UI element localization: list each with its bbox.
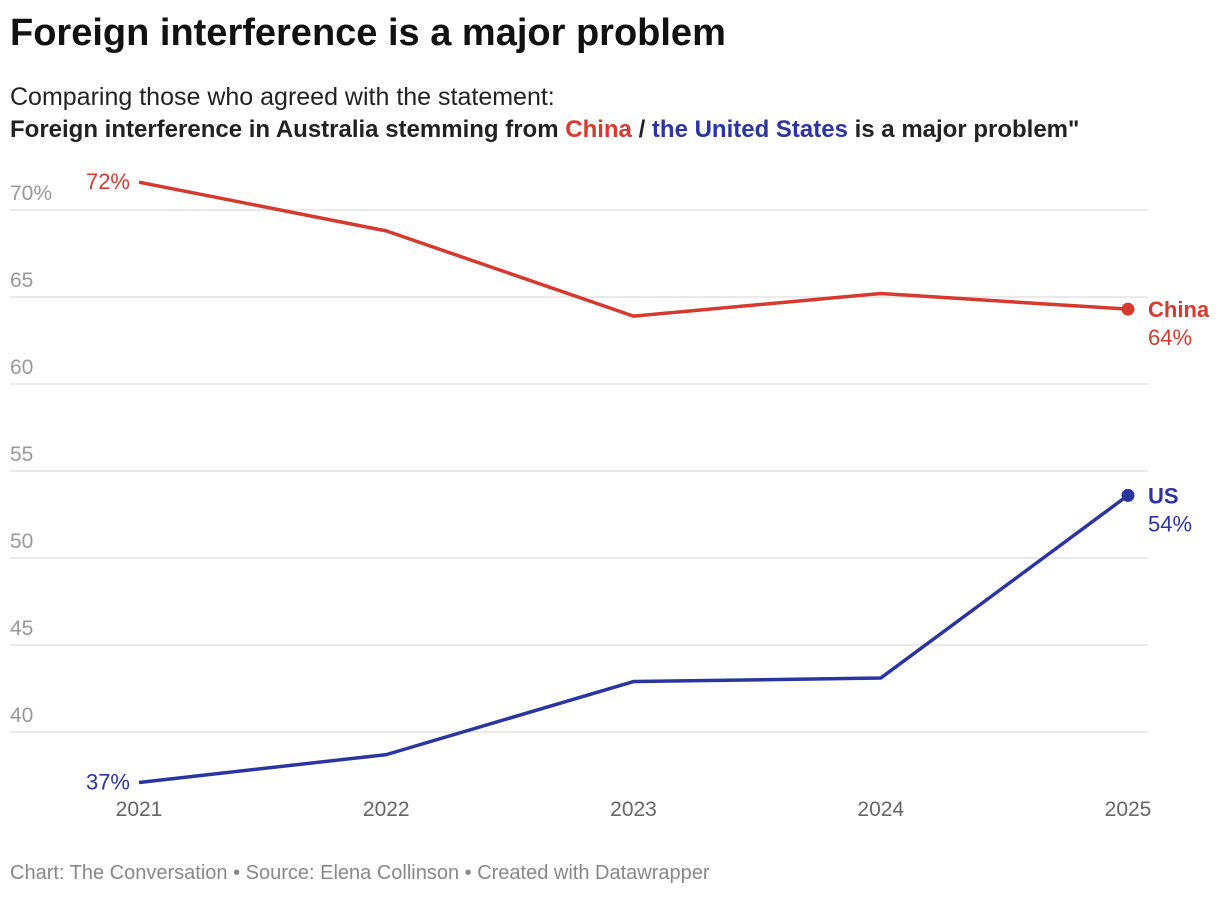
y-tick-label: 40 bbox=[10, 704, 33, 727]
statement-china: China bbox=[565, 116, 632, 143]
y-tick-label: 45 bbox=[10, 617, 33, 640]
y-tick-label: 50 bbox=[10, 530, 33, 553]
series-name-label: US bbox=[1148, 483, 1179, 508]
end-point-us bbox=[1121, 488, 1135, 502]
y-tick-label: 60 bbox=[10, 356, 33, 379]
x-tick-label: 2025 bbox=[1105, 798, 1152, 821]
series-line-us bbox=[138, 493, 1130, 785]
statement-text: Foreign interference in Australia stemmi… bbox=[10, 116, 566, 143]
end-point-china bbox=[1121, 302, 1135, 316]
end-value-label: 54% bbox=[1148, 511, 1192, 536]
y-tick-label: 55 bbox=[10, 443, 33, 466]
end-value-label: 64% bbox=[1148, 325, 1192, 350]
y-tick-label: 65 bbox=[10, 269, 33, 292]
chart-footer: Chart: The Conversation • Source: Elena … bbox=[10, 862, 710, 884]
x-tick-label: 2023 bbox=[610, 798, 657, 821]
x-tick-label: 2021 bbox=[116, 798, 163, 821]
x-tick-label: 2024 bbox=[857, 798, 904, 821]
chart-subtitle: Comparing those who agreed with the stat… bbox=[10, 83, 555, 111]
chart-statement: Foreign interference in Australia stemmi… bbox=[10, 116, 1079, 144]
statement-sep: / bbox=[631, 116, 652, 143]
statement-end: is a major problem" bbox=[847, 116, 1080, 143]
series-name-label: China bbox=[1148, 297, 1210, 322]
statement-us: the United States bbox=[651, 116, 848, 143]
start-value-label: 72% bbox=[86, 169, 130, 194]
start-value-label: 37% bbox=[86, 769, 130, 794]
y-tick-label: 70% bbox=[10, 182, 52, 205]
chart-title: Foreign interference is a major problem bbox=[10, 12, 726, 54]
series-line-china bbox=[138, 180, 1129, 318]
x-tick-label: 2022 bbox=[363, 798, 410, 821]
